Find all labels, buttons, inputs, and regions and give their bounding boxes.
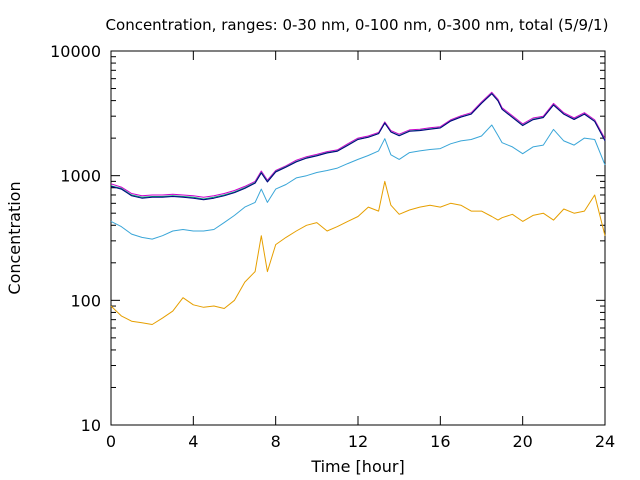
x-tick-label: 16: [430, 432, 450, 451]
y-tick-label: 10: [81, 416, 101, 435]
y-tick-label: 100: [70, 291, 101, 310]
series-line-3: [110, 93, 606, 201]
chart-title: Concentration, ranges: 0-30 nm, 0-100 nm…: [106, 16, 609, 34]
x-tick-label: 4: [188, 432, 198, 451]
x-tick-label: 8: [271, 432, 281, 451]
series-line-1: [110, 91, 606, 198]
series-line-4: [110, 124, 606, 240]
x-tick-label: 12: [348, 432, 368, 451]
y-tick-label: 10000: [50, 42, 101, 61]
x-tick-label: 20: [512, 432, 532, 451]
series-line-2: [110, 93, 606, 200]
plot-frame: [110, 50, 606, 426]
series-line-5: [110, 180, 606, 325]
x-tick-label: 0: [106, 432, 116, 451]
x-axis-label: Time [hour]: [310, 457, 404, 476]
y-axis: 10 100 1000 10000: [50, 42, 605, 435]
y-axis-label: Concentration: [5, 181, 24, 294]
series-layer: [110, 91, 606, 325]
x-tick-label: 24: [595, 432, 615, 451]
x-axis: 0 4 8 12 16 20 24: [106, 51, 615, 451]
y-tick-label: 1000: [60, 167, 101, 186]
